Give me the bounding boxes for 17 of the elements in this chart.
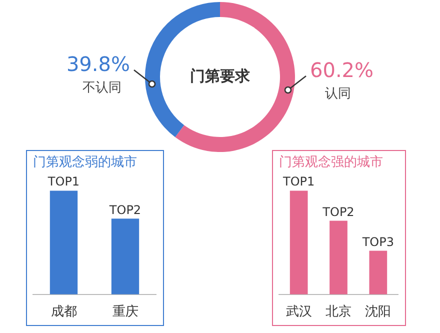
x-tick-label: 沈阳 [365, 304, 392, 320]
chart-title: 门第观念弱的城市 [33, 154, 137, 170]
chart-title: 门第观念强的城市 [279, 154, 383, 170]
annotation: TOP2 [322, 204, 354, 219]
data-label: 60.2% [310, 58, 374, 82]
text: 门第要求 [190, 66, 251, 85]
x-tick-label: 武汉 [286, 304, 312, 320]
annotation: TOP1 [46, 174, 80, 189]
data-label: 39.8% [66, 52, 130, 76]
slice-label: 不认同 [82, 80, 122, 96]
x-tick-label: 成都 [50, 304, 77, 320]
x-tick-label: 北京 [326, 304, 352, 320]
x-tick-label: 重庆 [112, 304, 138, 320]
annotation: TOP2 [108, 202, 142, 217]
annotation: TOP3 [361, 234, 394, 249]
annotation: TOP1 [282, 174, 315, 189]
slice-label: 认同 [325, 86, 351, 102]
